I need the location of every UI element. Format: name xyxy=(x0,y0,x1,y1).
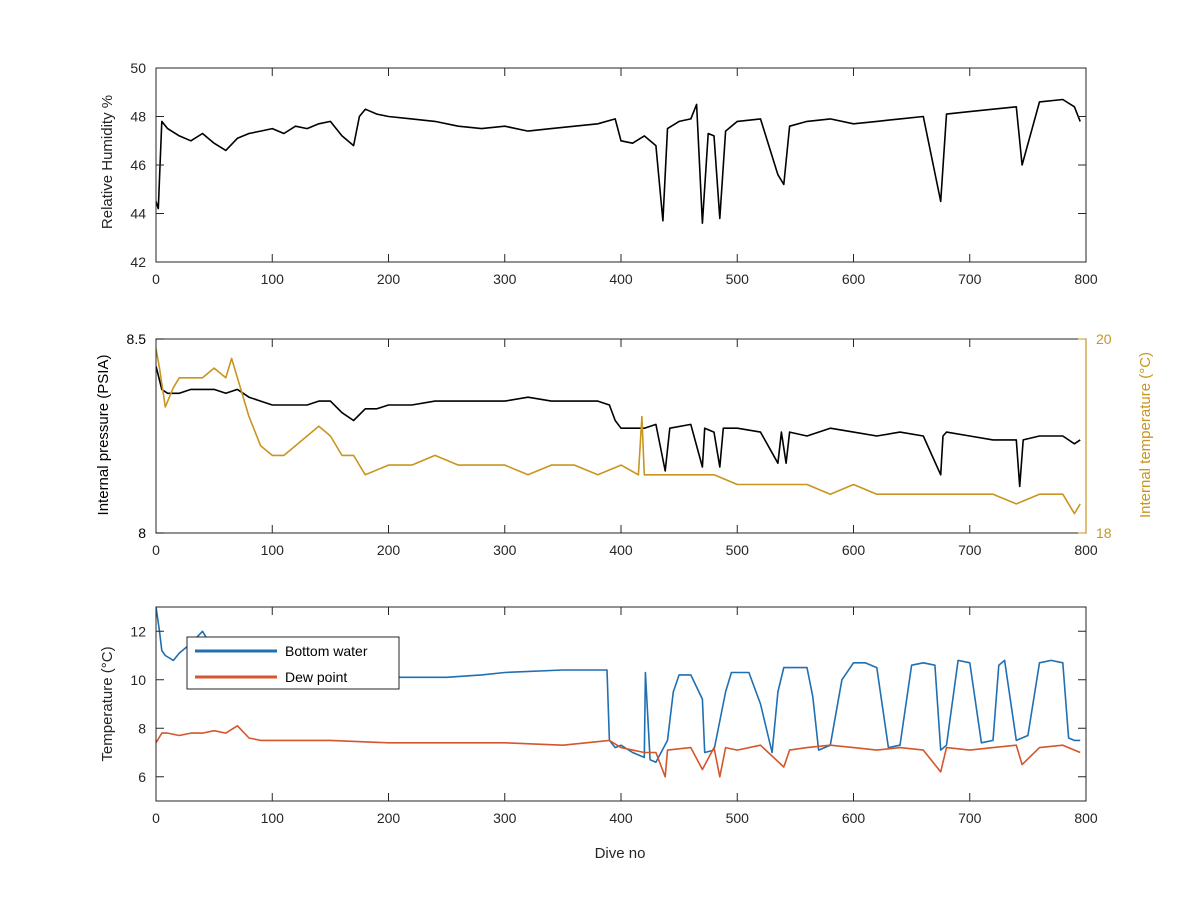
humidity-y-tick-label: 48 xyxy=(130,109,146,125)
pressure-series-group xyxy=(156,348,1081,515)
pressure-x-tick-label: 300 xyxy=(493,542,517,558)
humidity-x-tick-label: 700 xyxy=(958,271,982,287)
humidity-y-axis-label: Relative Humidity % xyxy=(99,95,116,229)
humidity-x-tick-label: 800 xyxy=(1074,271,1098,287)
legend-label-dew-point: Dew point xyxy=(285,669,347,685)
temperature-y-tick-label: 10 xyxy=(130,672,146,688)
x-axis-label: Dive no xyxy=(595,845,646,862)
series-line-humidity-left xyxy=(156,98,1081,224)
pressure-x-tick-label: 400 xyxy=(609,542,633,558)
humidity-y-tick-label: 46 xyxy=(130,157,146,173)
legend-label-bottom-water: Bottom water xyxy=(285,643,368,659)
right-y-tick-label: 18 xyxy=(1096,525,1112,541)
humidity-panel: 0 100 200 300 400 500 600 700 800 42 44 46 48 50 Rela… xyxy=(99,60,1098,287)
humidity-x-tick-label: 500 xyxy=(726,271,750,287)
humidity-x-tick-label: 400 xyxy=(609,271,633,287)
pressure-x-tick-label: 200 xyxy=(377,542,401,558)
legend: Bottom water Dew point xyxy=(186,636,400,690)
humidity-x-tick-label: 0 xyxy=(152,271,160,287)
series-line-pressure-left xyxy=(156,366,1081,488)
humidity-y-tick-label: 44 xyxy=(130,206,146,222)
pressure-x-tick-label: 0 xyxy=(152,542,160,558)
temperature-x-tick-label: 0 xyxy=(152,810,160,826)
humidity-x-tick-label: 100 xyxy=(261,271,285,287)
series-line-pressure-right xyxy=(156,348,1081,515)
temperature-y-axis-label: Temperature (°C) xyxy=(99,646,116,761)
humidity-y-tick-label: 42 xyxy=(130,254,146,270)
pressure-y-axis-label: Internal pressure (PSIA) xyxy=(95,355,112,516)
temperature-x-tick-label: 500 xyxy=(726,810,750,826)
pressure-y-tick-label: 8.5 xyxy=(127,331,147,347)
pressure-x-tick-label: 800 xyxy=(1074,542,1098,558)
legend-box xyxy=(186,636,400,690)
humidity-x-tick-label: 200 xyxy=(377,271,401,287)
pressure-x-tick-label: 500 xyxy=(726,542,750,558)
pressure-x-tick-label: 700 xyxy=(958,542,982,558)
pressure-temperature-panel: 0 100 200 300 400 500 600 700 800 8 8.5 18 20 Intern… xyxy=(95,331,1154,558)
temperature-x-tick-label: 800 xyxy=(1074,810,1098,826)
right-y-tick-label: 20 xyxy=(1096,331,1112,347)
series-line-dew-point xyxy=(156,724,1081,778)
humidity-x-tick-label: 300 xyxy=(493,271,517,287)
internal-temperature-y-axis-label: Internal temperature (°C) xyxy=(1137,352,1154,518)
temperature-x-tick-label: 100 xyxy=(261,810,285,826)
humidity-series-group xyxy=(156,98,1081,224)
pressure-y-tick-label: 8 xyxy=(138,525,146,541)
temperature-x-tick-label: 600 xyxy=(842,810,866,826)
humidity-x-tick-label: 600 xyxy=(842,271,866,287)
temperature-x-tick-label: 200 xyxy=(377,810,401,826)
pressure-x-tick-label: 600 xyxy=(842,542,866,558)
temperature-panel: 0 100 200 300 400 500 600 700 800 6 8 10 12 Temperat… xyxy=(99,606,1098,862)
temperature-y-tick-label: 12 xyxy=(130,623,146,639)
temperature-y-tick-label: 6 xyxy=(138,769,146,785)
temperature-x-tick-label: 700 xyxy=(958,810,982,826)
temperature-x-tick-label: 400 xyxy=(609,810,633,826)
temperature-y-tick-label: 8 xyxy=(138,720,146,736)
humidity-y-tick-label: 50 xyxy=(130,60,146,76)
temperature-x-tick-label: 300 xyxy=(493,810,517,826)
pressure-x-tick-label: 100 xyxy=(261,542,285,558)
